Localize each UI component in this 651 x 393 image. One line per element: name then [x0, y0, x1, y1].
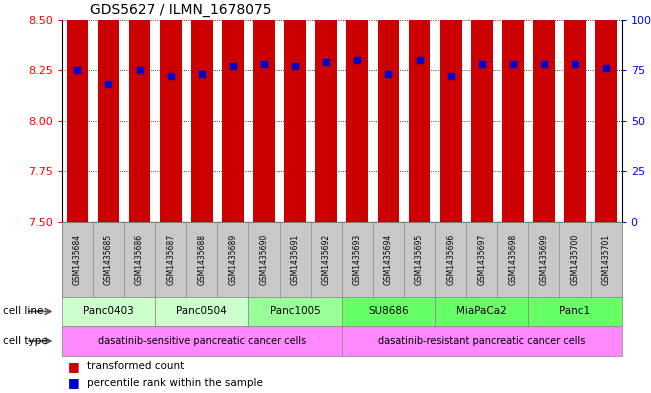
- Point: [197, 71, 207, 77]
- Text: GSM1435687: GSM1435687: [166, 234, 175, 285]
- Text: GSM1435694: GSM1435694: [384, 234, 393, 285]
- Point: [352, 57, 363, 63]
- Text: dasatinib-sensitive pancreatic cancer cells: dasatinib-sensitive pancreatic cancer ce…: [98, 336, 306, 346]
- Text: GSM1435684: GSM1435684: [73, 234, 82, 285]
- Text: Panc1: Panc1: [559, 307, 590, 316]
- Text: percentile rank within the sample: percentile rank within the sample: [87, 378, 262, 387]
- Bar: [98, 0, 119, 222]
- Bar: [564, 0, 586, 222]
- Bar: [129, 0, 150, 222]
- Point: [539, 61, 549, 67]
- Text: GSM1435695: GSM1435695: [415, 234, 424, 285]
- Text: GDS5627 / ILMN_1678075: GDS5627 / ILMN_1678075: [90, 3, 271, 17]
- Text: GSM1435701: GSM1435701: [602, 234, 611, 285]
- Point: [134, 67, 145, 73]
- Text: GSM1435696: GSM1435696: [446, 234, 455, 285]
- Text: GSM1435697: GSM1435697: [477, 234, 486, 285]
- Text: ■: ■: [68, 360, 80, 373]
- Point: [259, 61, 270, 67]
- Bar: [315, 0, 337, 222]
- Point: [508, 61, 518, 67]
- Text: GSM1435698: GSM1435698: [508, 234, 518, 285]
- Bar: [222, 0, 243, 222]
- Point: [601, 65, 611, 72]
- Text: GSM1435699: GSM1435699: [540, 234, 548, 285]
- Text: GSM1435692: GSM1435692: [322, 234, 331, 285]
- Point: [477, 61, 487, 67]
- Text: cell line: cell line: [3, 307, 44, 316]
- Point: [383, 71, 394, 77]
- Point: [445, 73, 456, 79]
- Text: dasatinib-resistant pancreatic cancer cells: dasatinib-resistant pancreatic cancer ce…: [378, 336, 585, 346]
- Bar: [378, 0, 399, 222]
- Point: [104, 81, 114, 88]
- Bar: [66, 0, 89, 222]
- Text: cell type: cell type: [3, 336, 48, 346]
- Point: [228, 63, 238, 69]
- Bar: [502, 0, 523, 222]
- Text: transformed count: transformed count: [87, 361, 184, 371]
- Point: [321, 59, 331, 65]
- Bar: [191, 0, 213, 222]
- Bar: [346, 0, 368, 222]
- Bar: [471, 0, 493, 222]
- Text: GSM1435690: GSM1435690: [260, 234, 268, 285]
- Bar: [253, 0, 275, 222]
- Text: SU8686: SU8686: [368, 307, 409, 316]
- Text: ■: ■: [68, 376, 80, 389]
- Text: GSM1435689: GSM1435689: [229, 234, 238, 285]
- Text: GSM1435700: GSM1435700: [570, 234, 579, 285]
- Text: Panc0403: Panc0403: [83, 307, 134, 316]
- Bar: [159, 0, 182, 222]
- Text: GSM1435685: GSM1435685: [104, 234, 113, 285]
- Bar: [439, 0, 462, 222]
- Text: Panc1005: Panc1005: [270, 307, 320, 316]
- Point: [72, 67, 83, 73]
- Text: MiaPaCa2: MiaPaCa2: [456, 307, 507, 316]
- Bar: [533, 0, 555, 222]
- Point: [165, 73, 176, 79]
- Text: GSM1435688: GSM1435688: [197, 234, 206, 285]
- Bar: [284, 0, 306, 222]
- Text: Panc0504: Panc0504: [176, 307, 227, 316]
- Point: [570, 61, 580, 67]
- Text: GSM1435691: GSM1435691: [290, 234, 299, 285]
- Text: GSM1435693: GSM1435693: [353, 234, 362, 285]
- Point: [290, 63, 300, 69]
- Point: [414, 57, 424, 63]
- Bar: [409, 0, 430, 222]
- Bar: [595, 0, 617, 222]
- Text: GSM1435686: GSM1435686: [135, 234, 144, 285]
